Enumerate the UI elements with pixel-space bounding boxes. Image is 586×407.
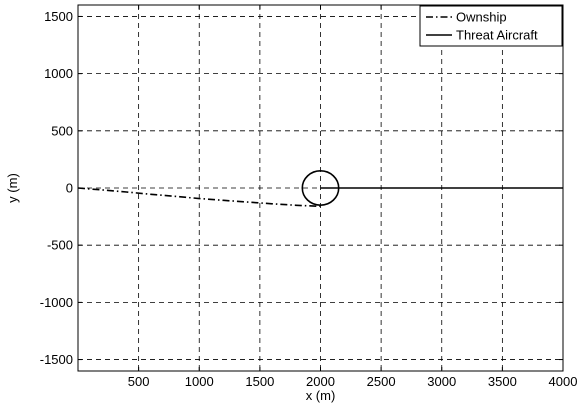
y-tick-label: 0 bbox=[66, 181, 73, 196]
y-tick-label: -1500 bbox=[40, 352, 73, 367]
axis-ticks: 500 1000 1500 2000 2500 3000 3500 4000 -1500 -100… bbox=[40, 5, 578, 389]
x-tick-label: 3500 bbox=[488, 374, 517, 389]
x-tick-label: 500 bbox=[128, 374, 150, 389]
y-tick-label: 1000 bbox=[44, 66, 73, 81]
x-tick-label: 2500 bbox=[367, 374, 396, 389]
x-tick-label: 3000 bbox=[427, 374, 456, 389]
x-tick-label: 1500 bbox=[245, 374, 274, 389]
threat-zone-circle bbox=[301, 170, 340, 206]
y-tick-label: -1000 bbox=[40, 295, 73, 310]
y-tick-label: -500 bbox=[47, 238, 73, 253]
y-axis-label: y (m) bbox=[5, 173, 20, 203]
y-tick-label: 1500 bbox=[44, 9, 73, 24]
legend-entry: Ownship bbox=[456, 10, 507, 25]
legend-box bbox=[419, 5, 563, 47]
x-axis-label: x (m) bbox=[306, 388, 336, 403]
series-line-ownship bbox=[77, 187, 321, 208]
x-tick-label: 4000 bbox=[549, 374, 578, 389]
x-tick-label: 2000 bbox=[306, 374, 335, 389]
y-tick-label: 500 bbox=[51, 123, 73, 138]
legend: Ownship Threat Aircraft bbox=[419, 5, 563, 47]
legend-entry: Threat Aircraft bbox=[456, 28, 538, 43]
x-tick-label: 1000 bbox=[185, 374, 214, 389]
series-layer bbox=[77, 170, 563, 208]
